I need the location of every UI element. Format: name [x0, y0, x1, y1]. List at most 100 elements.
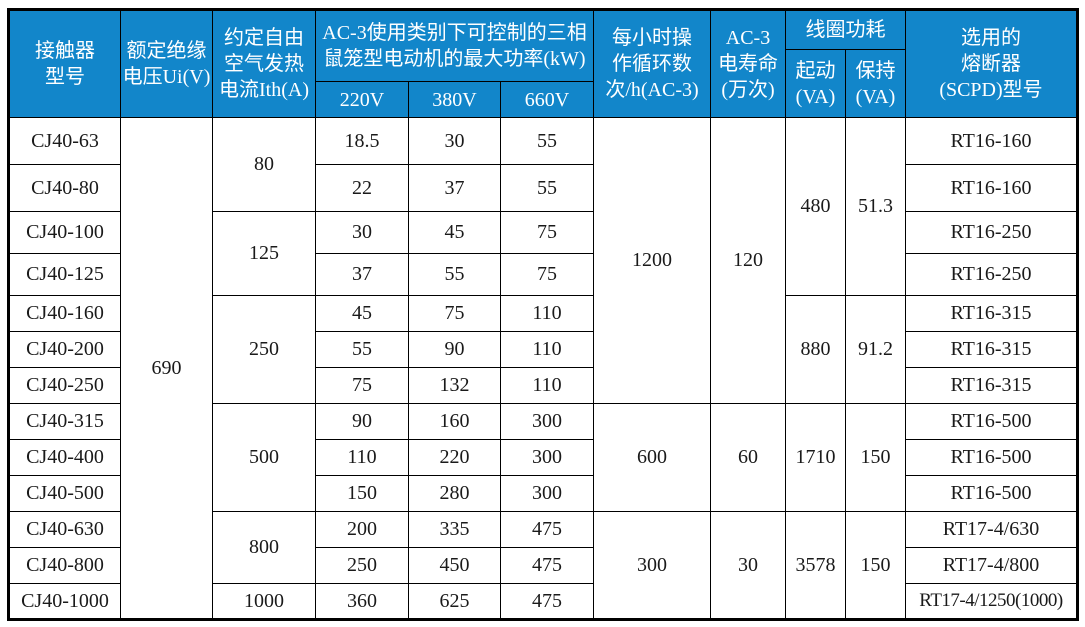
- cell-power-660: 300: [500, 403, 594, 440]
- cell-life: 60: [710, 403, 786, 512]
- table-row: CJ40-250 75 132 110 RT16-315: [8, 367, 1078, 404]
- cell-life: 120: [710, 117, 786, 404]
- cell-power-380: 160: [408, 403, 501, 440]
- table-row: CJ40-800 250 450 475 RT17-4/800: [8, 547, 1078, 584]
- cell-cycles: 1200: [593, 117, 711, 404]
- cell-fuse: RT16-160: [905, 117, 1078, 165]
- cell-power-380: 220: [408, 439, 501, 476]
- cell-fuse: RT16-315: [905, 295, 1078, 332]
- cell-model: CJ40-63: [8, 117, 121, 165]
- table-row: CJ40-125 37 55 75 RT16-250: [8, 253, 1078, 296]
- cell-power-660: 55: [500, 117, 594, 165]
- cell-power-220: 75: [315, 367, 409, 404]
- cell-fuse: RT17-4/630: [905, 511, 1078, 548]
- cell-power-380: 450: [408, 547, 501, 584]
- cell-thermal-current: 250: [212, 295, 316, 404]
- header-contactor-model: 接触器 型号: [8, 9, 121, 118]
- cell-cycles: 600: [593, 403, 711, 512]
- cell-power-220: 55: [315, 331, 409, 368]
- cell-hold-va: 150: [845, 403, 906, 512]
- cell-hold-va: 150: [845, 511, 906, 620]
- cell-cycles: 300: [593, 511, 711, 620]
- cell-power-660: 475: [500, 583, 594, 620]
- header-cycles-per-hour: 每小时操 作循环数 次/h(AC-3): [593, 9, 711, 118]
- cell-power-380: 132: [408, 367, 501, 404]
- cell-fuse: RT16-500: [905, 403, 1078, 440]
- cell-power-220: 250: [315, 547, 409, 584]
- table-row: CJ40-100 125 30 45 75 RT16-250: [8, 211, 1078, 296]
- cell-power-220: 45: [315, 295, 409, 332]
- cell-power-380: 75: [408, 295, 501, 332]
- cell-start-va: 3578: [785, 511, 846, 620]
- cell-power-220: 110: [315, 439, 409, 476]
- cell-model: CJ40-400: [8, 439, 121, 476]
- cell-start-va: 880: [785, 295, 846, 404]
- cell-power-220: 18.5: [315, 117, 409, 165]
- cell-power-380: 280: [408, 475, 501, 512]
- cell-power-220: 37: [315, 253, 409, 296]
- cell-model: CJ40-500: [8, 475, 121, 512]
- cell-fuse: RT17-4/800: [905, 547, 1078, 584]
- cell-fuse: RT16-315: [905, 331, 1078, 368]
- cell-model: CJ40-800: [8, 547, 121, 584]
- header-thermal-current: 约定自由 空气发热 电流Ith(A): [212, 9, 316, 118]
- cell-fuse: RT16-500: [905, 475, 1078, 512]
- cell-start-va: 480: [785, 117, 846, 296]
- table-row: CJ40-160 250 45 75 110 880 91.2 RT16-315: [8, 295, 1078, 404]
- cell-thermal-current: 125: [212, 211, 316, 296]
- cell-thermal-current: 800: [212, 511, 316, 584]
- header-220v: 220V: [315, 81, 409, 118]
- header-660v: 660V: [500, 81, 594, 118]
- table-row: CJ40-630 800 200 335 475 300 30 3578 150…: [8, 511, 1078, 620]
- contactor-spec-table: 接触器 型号 额定绝缘 电压Ui(V) 约定自由 空气发热 电流Ith(A) A…: [7, 8, 1079, 621]
- cell-fuse: RT16-500: [905, 439, 1078, 476]
- cell-life: 30: [710, 511, 786, 620]
- header-fuse-type: 选用的 熔断器 (SCPD)型号: [905, 9, 1078, 118]
- cell-power-660: 75: [500, 253, 594, 296]
- table-body: CJ40-63 690 80 18.5 30 55 1200 120 480 5…: [8, 117, 1078, 620]
- cell-power-660: 300: [500, 439, 594, 476]
- cell-power-660: 55: [500, 164, 594, 212]
- cell-model: CJ40-80: [8, 164, 121, 212]
- cell-start-va: 1710: [785, 403, 846, 512]
- cell-model: CJ40-100: [8, 211, 121, 254]
- cell-fuse: RT16-160: [905, 164, 1078, 212]
- cell-fuse: RT16-250: [905, 253, 1078, 296]
- cell-power-380: 45: [408, 211, 501, 254]
- cell-insulation-voltage: 690: [120, 117, 213, 620]
- cell-model: CJ40-630: [8, 511, 121, 548]
- cell-power-220: 200: [315, 511, 409, 548]
- cell-hold-va: 51.3: [845, 117, 906, 296]
- cell-power-220: 90: [315, 403, 409, 440]
- header-electrical-life: AC-3 电寿命 (万次): [710, 9, 786, 118]
- table-row: CJ40-315 500 90 160 300 600 60 1710 150 …: [8, 403, 1078, 512]
- cell-model: CJ40-315: [8, 403, 121, 440]
- cell-model: CJ40-200: [8, 331, 121, 368]
- header-rated-insulation-voltage: 额定绝缘 电压Ui(V): [120, 9, 213, 118]
- cell-model: CJ40-250: [8, 367, 121, 404]
- cell-thermal-current: 500: [212, 403, 316, 512]
- header-ac3-power-group: AC-3使用类别下可控制的三相 鼠笼型电动机的最大功率(kW): [315, 9, 594, 82]
- header-coil-start: 起动 (VA): [785, 49, 846, 118]
- cell-hold-va: 91.2: [845, 295, 906, 404]
- header-380v: 380V: [408, 81, 501, 118]
- cell-power-220: 360: [315, 583, 409, 620]
- cell-power-660: 475: [500, 547, 594, 584]
- cell-power-220: 22: [315, 164, 409, 212]
- cell-power-220: 150: [315, 475, 409, 512]
- table-row: CJ40-1000 1000 360 625 475 RT17-4/1250(1…: [8, 583, 1078, 620]
- cell-fuse: RT16-315: [905, 367, 1078, 404]
- cell-power-380: 55: [408, 253, 501, 296]
- cell-model: CJ40-1000: [8, 583, 121, 620]
- cell-power-380: 335: [408, 511, 501, 548]
- cell-power-380: 37: [408, 164, 501, 212]
- table-row: CJ40-63 690 80 18.5 30 55 1200 120 480 5…: [8, 117, 1078, 620]
- cell-power-660: 75: [500, 211, 594, 254]
- cell-power-220: 30: [315, 211, 409, 254]
- table-header: 接触器 型号 额定绝缘 电压Ui(V) 约定自由 空气发热 电流Ith(A) A…: [8, 9, 1078, 118]
- cell-power-660: 110: [500, 367, 594, 404]
- cell-power-660: 300: [500, 475, 594, 512]
- cell-model: CJ40-160: [8, 295, 121, 332]
- cell-fuse: RT17-4/1250(1000): [905, 583, 1078, 620]
